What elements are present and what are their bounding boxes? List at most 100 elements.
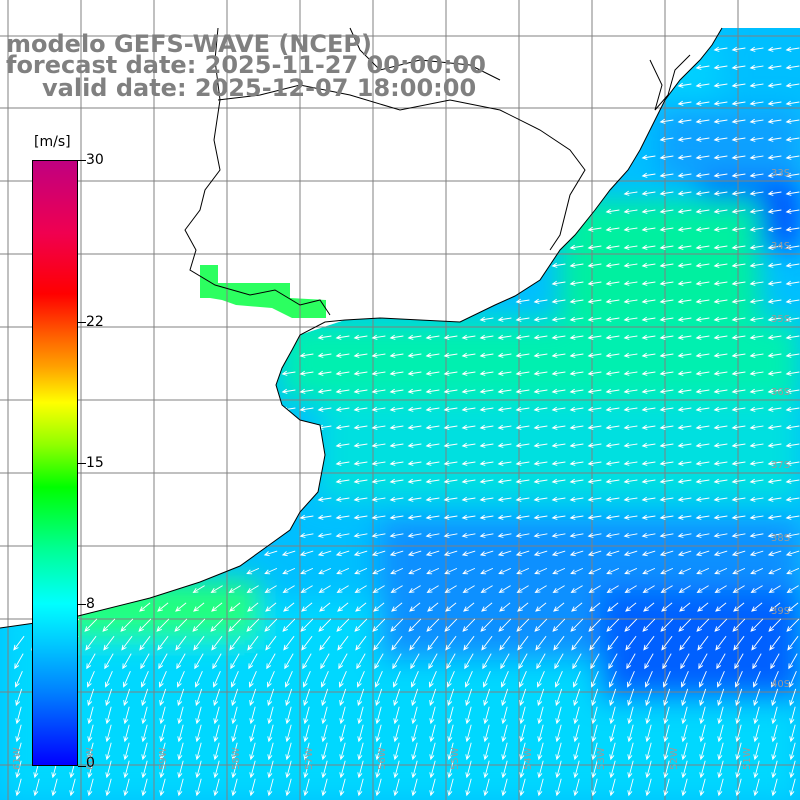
- wind-arrow: [533, 316, 548, 322]
- wind-arrow: [425, 352, 440, 358]
- wind-arrow: [713, 262, 728, 268]
- wind-arrow: [389, 496, 404, 502]
- wind-arrow: [695, 334, 710, 340]
- wind-arrow: [569, 388, 584, 394]
- wind-arrow: [534, 567, 548, 575]
- wind-arrow: [663, 742, 670, 761]
- latitude-label: 33S: [771, 168, 790, 179]
- wind-arrow: [677, 208, 692, 214]
- wind-arrow: [480, 618, 494, 632]
- wind-arrow: [771, 688, 779, 707]
- wind-arrow: [749, 496, 764, 502]
- wind-arrow: [497, 550, 512, 557]
- wind-arrow: [407, 550, 422, 557]
- wind-arrow: [569, 298, 584, 304]
- wind-arrow: [533, 532, 548, 538]
- wind-arrow: [734, 671, 743, 688]
- wind-arrow: [713, 298, 728, 304]
- wind-arrow: [587, 478, 602, 484]
- wind-arrow: [461, 532, 476, 538]
- wind-arrow: [659, 406, 674, 412]
- wind-arrow: [641, 334, 656, 340]
- longitude-label: 61W: [12, 747, 23, 770]
- wind-arrow: [695, 532, 710, 538]
- wind-arrow: [749, 406, 764, 412]
- wind-arrow: [427, 602, 439, 612]
- wind-arrow: [768, 567, 782, 575]
- wind-arrow: [465, 688, 473, 707]
- wind-arrow: [210, 585, 223, 593]
- wind-arrow: [641, 298, 656, 304]
- wind-arrow: [749, 82, 764, 88]
- wind-arrow: [515, 352, 530, 358]
- wind-arrow: [552, 585, 565, 593]
- wind-arrow: [768, 585, 781, 593]
- wind-arrow: [627, 742, 634, 761]
- wind-arrow: [393, 706, 400, 725]
- wind-arrow: [571, 602, 583, 612]
- wind-arrow: [661, 635, 673, 651]
- wind-arrow: [230, 653, 240, 670]
- wind-arrow: [749, 388, 764, 394]
- wind-arrow: [281, 388, 296, 394]
- wind-arrow: [483, 742, 490, 761]
- wind-arrow: [480, 585, 493, 593]
- wind-arrow: [573, 742, 580, 761]
- wind-arrow: [732, 618, 746, 632]
- wind-arrow: [515, 316, 530, 322]
- wind-arrow: [443, 478, 458, 484]
- wind-arrow: [731, 316, 746, 322]
- border-line: [184, 27, 331, 316]
- wind-arrow: [515, 334, 530, 340]
- wind-arrow: [555, 760, 562, 779]
- wind-arrow: [591, 724, 598, 743]
- wind-arrow: [192, 585, 205, 593]
- wind-arrow: [498, 567, 512, 575]
- wind-arrow: [713, 532, 728, 538]
- wind-arrow: [713, 370, 728, 376]
- wind-arrow: [749, 172, 764, 178]
- colorbar-tick-label: 22: [86, 314, 104, 330]
- wind-arrow: [641, 316, 656, 322]
- wind-arrow: [641, 424, 656, 430]
- wind-arrow: [569, 316, 584, 322]
- wind-arrow: [715, 635, 727, 651]
- wind-arrow: [605, 262, 620, 268]
- wind-arrow: [411, 742, 418, 761]
- wind-arrow: [463, 602, 475, 612]
- wind-arrow: [659, 298, 674, 304]
- wind-arrow: [141, 778, 148, 797]
- wind-arrow: [695, 298, 710, 304]
- wind-arrow: [677, 172, 692, 178]
- wind-arrow: [623, 478, 638, 484]
- wind-arrow: [140, 653, 150, 670]
- wind-arrow: [623, 298, 638, 304]
- wind-arrow: [715, 602, 727, 612]
- wind-arrow: [317, 532, 332, 538]
- wind-arrow: [139, 602, 151, 612]
- wind-arrow: [533, 370, 548, 376]
- wind-arrow: [515, 406, 530, 412]
- wind-arrow: [605, 424, 620, 430]
- wind-arrow: [713, 424, 728, 430]
- wind-arrow: [140, 671, 149, 688]
- wind-arrow: [735, 778, 742, 797]
- colorbar-tick: [78, 604, 86, 605]
- wind-arrow: [339, 688, 347, 707]
- wind-arrow: [391, 635, 403, 651]
- wind-arrow: [767, 172, 782, 178]
- wind-arrow: [86, 671, 95, 688]
- wind-arrow: [105, 742, 112, 761]
- wind-arrow: [645, 742, 652, 761]
- wind-arrow: [591, 688, 599, 707]
- wind-arrow: [769, 635, 781, 651]
- colorbar-tick: [78, 160, 86, 161]
- wind-arrow: [735, 688, 743, 707]
- wind-arrow: [354, 585, 367, 593]
- wind-arrow: [662, 653, 672, 670]
- wind-arrow: [677, 334, 692, 340]
- wind-arrow: [462, 567, 476, 575]
- wind-arrow: [573, 688, 581, 707]
- wind-arrow: [429, 688, 437, 707]
